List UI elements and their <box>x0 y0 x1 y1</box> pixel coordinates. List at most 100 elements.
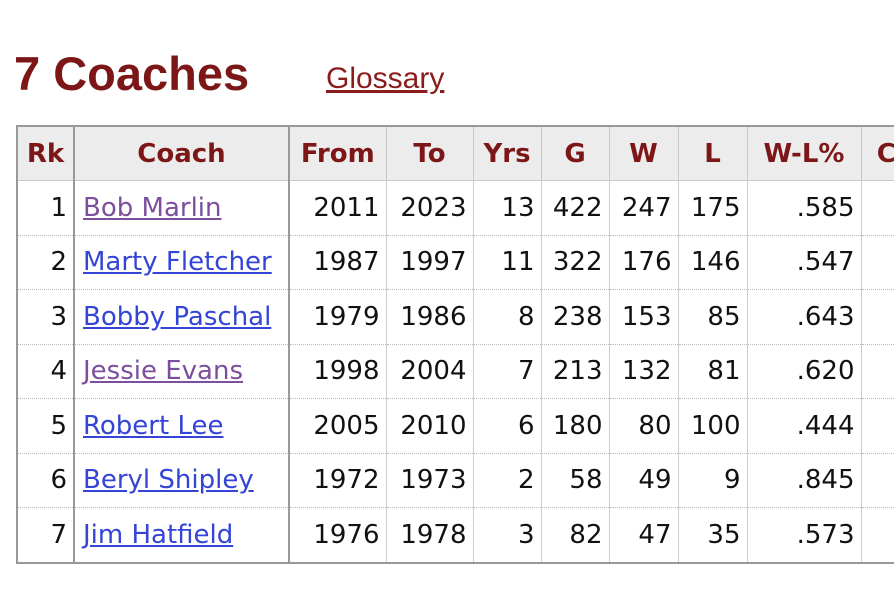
column-header: Yrs <box>472 125 542 181</box>
cell: 8 <box>473 289 542 345</box>
cell: .620 <box>747 344 862 399</box>
cell <box>861 507 894 563</box>
cell: 175 <box>678 180 748 236</box>
table-body: 1 Bob Marlin 2011 2023 13 422 247 175.585 2 Marty… <box>17 180 894 563</box>
cell: 2 <box>473 453 542 508</box>
cell: 49 <box>609 453 679 508</box>
table-row: 3 Bobby Paschal 1979 1986 8 238 153 85.643 <box>17 289 894 345</box>
cell: 9 <box>678 453 748 508</box>
coach-link[interactable]: Bobby Paschal <box>83 301 272 332</box>
coach-link[interactable]: Jim Hatfield <box>83 519 234 550</box>
cell: 1987 <box>289 235 387 290</box>
cell: .547 <box>747 235 862 290</box>
column-header: Coach <box>73 125 290 181</box>
cell: 146 <box>678 235 748 290</box>
coach-link[interactable]: Robert Lee <box>83 410 224 441</box>
cell: 4 <box>17 344 75 399</box>
cell: 35 <box>678 507 748 563</box>
cell: 85 <box>678 289 748 345</box>
cell: 47 <box>609 507 679 563</box>
coach-cell: Bob Marlin <box>74 180 290 236</box>
cell: .643 <box>747 289 862 345</box>
cell: 80 <box>609 398 679 454</box>
coach-cell: Marty Fletcher <box>74 235 290 290</box>
cell: 2005 <box>289 398 387 454</box>
cell: 7 <box>17 507 75 563</box>
column-header: From <box>288 125 387 181</box>
cell <box>861 398 894 454</box>
column-header: Rk <box>16 125 75 181</box>
cell <box>861 235 894 290</box>
cell: 2023 <box>386 180 474 236</box>
cell: 1979 <box>289 289 387 345</box>
coach-link[interactable]: Jessie Evans <box>83 356 244 387</box>
cell: 11 <box>473 235 542 290</box>
cell: 6 <box>17 453 75 508</box>
cell: 2010 <box>386 398 474 454</box>
glossary-link[interactable]: Glossary <box>326 62 445 95</box>
cell: 176 <box>609 235 679 290</box>
coach-cell: Jessie Evans <box>74 344 290 399</box>
column-header: G <box>540 125 610 181</box>
cell: 322 <box>541 235 610 290</box>
cell: .845 <box>747 453 862 508</box>
table-row: 1 Bob Marlin 2011 2023 13 422 247 175.585 <box>17 180 894 236</box>
cell: 2011 <box>289 180 387 236</box>
cell: 7 <box>473 344 542 399</box>
column-header: Cl <box>860 125 894 181</box>
coach-cell: Robert Lee <box>74 398 290 454</box>
table-row: 7 Jim Hatfield 1976 1978 3 82 47 35.573 <box>17 507 894 563</box>
cell: 3 <box>17 289 75 345</box>
cell: 213 <box>541 344 610 399</box>
cell: 2 <box>17 235 75 290</box>
cell: 1973 <box>386 453 474 508</box>
cell: 1976 <box>289 507 387 563</box>
cell <box>861 289 894 345</box>
coach-link[interactable]: Bob Marlin <box>83 192 222 223</box>
coach-cell: Jim Hatfield <box>74 507 290 563</box>
cell: .585 <box>747 180 862 236</box>
cell: 13 <box>473 180 542 236</box>
cell: 1997 <box>386 235 474 290</box>
table-row: 6 Beryl Shipley 1972 1973 2 58 49 9.845 <box>17 453 894 508</box>
cell: 6 <box>473 398 542 454</box>
column-header: L <box>677 125 748 181</box>
cell: 422 <box>541 180 610 236</box>
cell: 1 <box>17 180 75 236</box>
table-row: 4 Jessie Evans 1998 2004 7 213 132 81.620 <box>17 344 894 399</box>
cell: 2004 <box>386 344 474 399</box>
coach-cell: Beryl Shipley <box>74 453 290 508</box>
cell: 100 <box>678 398 748 454</box>
table-row: 2 Marty Fletcher 1987 1997 11 322 176 146.547 <box>17 235 894 290</box>
table-row: 5 Robert Lee 2005 2010 6 180 80 100.444 <box>17 398 894 454</box>
coach-cell: Bobby Paschal <box>74 289 290 345</box>
cell: 238 <box>541 289 610 345</box>
coach-link[interactable]: Beryl Shipley <box>83 465 254 496</box>
cell: 132 <box>609 344 679 399</box>
cell: 1998 <box>289 344 387 399</box>
cell: 5 <box>17 398 75 454</box>
column-header: W-L% <box>746 125 862 181</box>
coach-link[interactable]: Marty Fletcher <box>83 247 272 278</box>
cell <box>861 453 894 508</box>
column-header: W <box>608 125 679 181</box>
cell: 1986 <box>386 289 474 345</box>
title: 7 Coaches <box>14 47 250 100</box>
cell: 58 <box>541 453 610 508</box>
cell: .573 <box>747 507 862 563</box>
cell: 82 <box>541 507 610 563</box>
cell: 81 <box>678 344 748 399</box>
cell: 1972 <box>289 453 387 508</box>
cell: 247 <box>609 180 679 236</box>
cell: 3 <box>473 507 542 563</box>
cell <box>861 180 894 236</box>
cell: .444 <box>747 398 862 454</box>
column-header: To <box>385 125 474 181</box>
cell: 180 <box>541 398 610 454</box>
cell <box>861 344 894 399</box>
cell: 153 <box>609 289 679 345</box>
cell: 1978 <box>386 507 474 563</box>
